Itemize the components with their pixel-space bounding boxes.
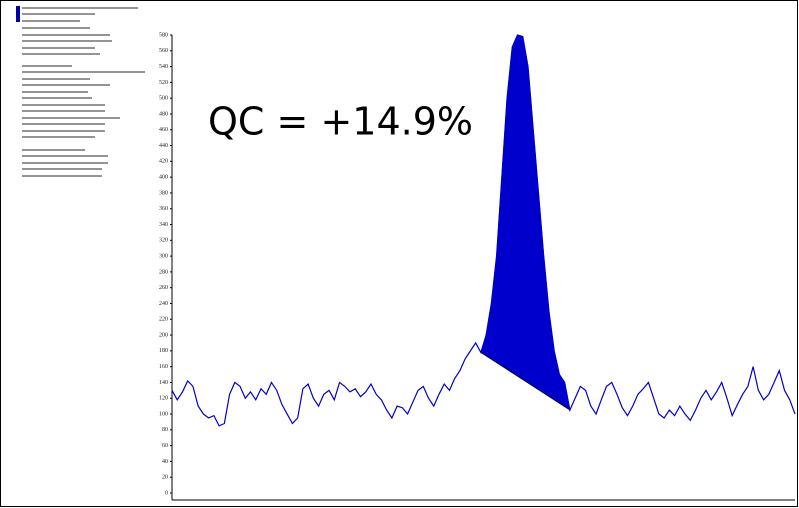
y-tick-label: 40 — [162, 459, 168, 465]
icon — [16, 6, 20, 22]
y-tick-label: 260 — [159, 285, 168, 291]
y-tick-label: 440 — [159, 143, 168, 149]
y-tick-label: 420 — [159, 159, 168, 165]
y-tick-label: 500 — [159, 96, 168, 102]
y-tick-label: 520 — [159, 80, 168, 86]
y-tick-label: 160 — [159, 364, 168, 370]
report-text-block — [22, 7, 145, 177]
y-tick-label: 100 — [159, 411, 168, 417]
y-tick-label: 20 — [162, 475, 168, 481]
y-tick-label: 180 — [159, 348, 168, 354]
y-tick-label: 460 — [159, 127, 168, 133]
y-tick-label: 140 — [159, 380, 168, 386]
y-tick-label: 580 — [159, 32, 168, 38]
y-tick-label: 340 — [159, 222, 168, 228]
y-tick-label: 560 — [159, 48, 168, 54]
y-tick-label: 60 — [162, 443, 168, 449]
y-tick-label: 480 — [159, 111, 168, 117]
y-tick-label: 320 — [159, 238, 168, 244]
trace — [171, 34, 796, 427]
y-tick-label: 400 — [159, 175, 168, 181]
y-tick-label: 220 — [159, 317, 168, 323]
peak-area — [480, 34, 571, 411]
y-tick-label: 0 — [165, 490, 168, 496]
y-tick-label: 380 — [159, 190, 168, 196]
y-tick-label: 300 — [159, 253, 168, 259]
y-tick-label: 240 — [159, 301, 168, 307]
y-tick-label: 360 — [159, 206, 168, 212]
y-tick-label: 200 — [159, 332, 168, 338]
y-tick-label: 120 — [159, 396, 168, 402]
y-tick-label: 80 — [162, 427, 168, 433]
y-tick-label: 540 — [159, 64, 168, 70]
annotation: QC = +14.9% — [208, 100, 473, 144]
y-tick-label: 280 — [159, 269, 168, 275]
